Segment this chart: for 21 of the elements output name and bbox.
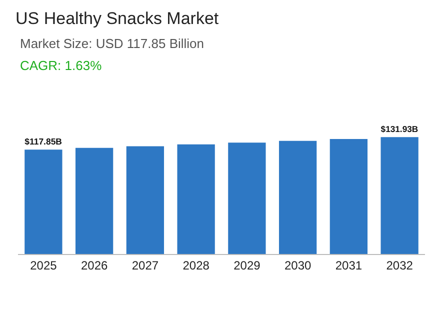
- bar: [380, 137, 418, 254]
- data-label: $117.85B: [24, 136, 62, 146]
- x-tick-label: 2032: [386, 258, 414, 272]
- bar: [330, 138, 368, 254]
- bar: [126, 146, 164, 254]
- x-tick-label: 2028: [182, 258, 210, 272]
- x-tick-label: 2031: [335, 258, 362, 272]
- bar: [228, 142, 266, 254]
- data-label: $131.93B: [380, 124, 418, 134]
- chart-title: US Healthy Snacks Market: [16, 9, 219, 28]
- x-tick-label: 2029: [234, 258, 261, 272]
- text: CAGR: 1.63%: [20, 58, 102, 73]
- bar: [177, 144, 215, 254]
- chart-subtitle: Market Size: USD 117.85 Billion: [20, 36, 204, 51]
- x-tick-label: 2025: [30, 258, 58, 272]
- x-tick-label: 2026: [80, 258, 108, 272]
- bar: [75, 148, 114, 254]
- bar: [278, 140, 317, 254]
- bar: [24, 150, 62, 254]
- x-tick-label: 2027: [132, 258, 159, 272]
- x-tick-label: 2030: [284, 258, 312, 272]
